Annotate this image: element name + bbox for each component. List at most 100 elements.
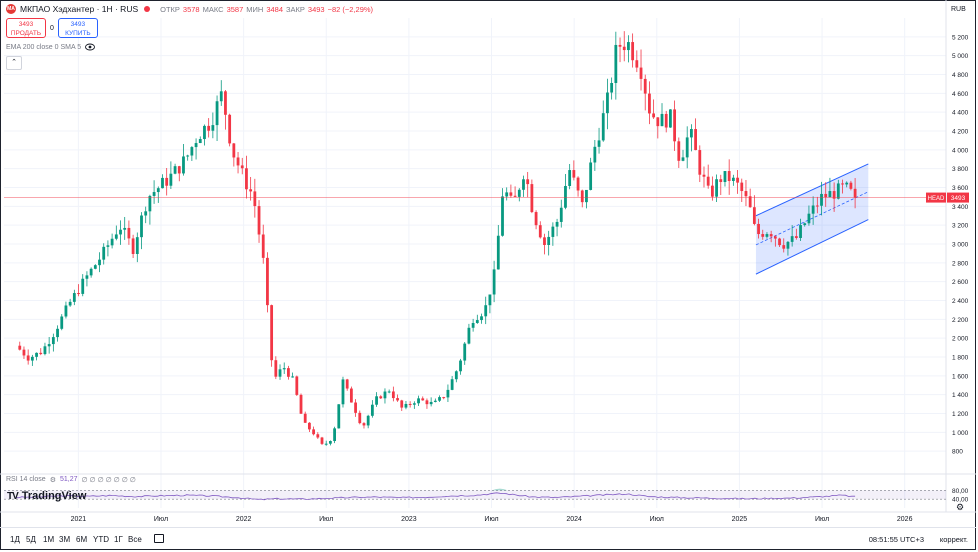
candle-body [274, 360, 278, 377]
timeframe-5d[interactable]: 5Д [26, 535, 36, 544]
candle-body [240, 165, 244, 169]
currency-label[interactable]: RUB [951, 6, 966, 13]
x-tick-label: 2023 [401, 516, 417, 523]
candle-body [190, 147, 194, 156]
candle-body [547, 236, 551, 245]
candle-body [186, 155, 190, 157]
candle-body [203, 125, 206, 140]
clock-readout[interactable]: 08:51:55 UTC+3 [868, 535, 924, 544]
rsi-settings-icon[interactable]: ⚙ [49, 477, 56, 484]
candle-body [723, 171, 727, 183]
spread-value: 0 [50, 24, 54, 32]
candle-body [22, 349, 26, 356]
candle-body [509, 192, 513, 196]
candle-body [820, 193, 823, 206]
eye-icon[interactable] [85, 43, 96, 51]
timeframe-1m[interactable]: 1М [43, 535, 55, 544]
timeframe-6m[interactable]: 6М [76, 535, 88, 544]
y-tick-label: 1 200 [952, 411, 969, 418]
sell-label: ПРОДАТЬ [10, 30, 42, 37]
candle-body [245, 168, 248, 190]
candle-body [387, 391, 391, 393]
candle-body [425, 400, 429, 405]
candle-body [643, 78, 647, 94]
candle-body [786, 241, 790, 249]
x-tick-label: Июл [154, 516, 168, 523]
price-badge-label: HEAD [928, 196, 945, 202]
timeframe-1y[interactable]: 1Г [114, 535, 123, 544]
candle-body [853, 188, 857, 198]
bottom-toolbar: 1Д 5Д 1М 3М 6М YTD 1Г Все 08:51:55 UTC+3… [0, 527, 976, 549]
candle-body [656, 117, 660, 127]
timeframe-3m[interactable]: 3М [59, 535, 71, 544]
candle-body [102, 246, 106, 260]
calendar-icon[interactable] [154, 534, 164, 543]
candle-body [194, 143, 198, 148]
candle-body [358, 412, 362, 424]
sell-button[interactable]: 3493 ПРОДАТЬ [6, 18, 46, 38]
timeframe-ytd[interactable]: YTD [93, 535, 109, 544]
buy-label: КУПИТЬ [65, 30, 91, 37]
candle-body [492, 269, 496, 295]
y-tick-label: 1 800 [952, 355, 969, 362]
candle-body [811, 205, 815, 214]
candle-body [601, 113, 605, 141]
candle-body [849, 182, 853, 189]
candle-body [618, 44, 622, 47]
candle-body [119, 229, 122, 235]
y-tick-label: 4 000 [952, 147, 969, 154]
ema-indicator-label[interactable]: EMA 200 close 0 SMA 5 [6, 43, 82, 51]
trade-panel: 3493 ПРОДАТЬ 0 3493 КУПИТЬ [6, 18, 98, 38]
buy-button[interactable]: 3493 КУПИТЬ [57, 18, 98, 38]
candle-body [740, 182, 744, 192]
candle-body [773, 236, 777, 239]
candle-body [446, 389, 450, 398]
adjust-toggle[interactable]: коррект. [939, 535, 968, 544]
ohlc-close-value: 3493 [307, 4, 325, 14]
candle-body [375, 396, 378, 405]
ohlc-change: −82 (−2,29%) [327, 4, 374, 14]
y-tick-label: 4 800 [952, 72, 969, 79]
candle-body [627, 42, 630, 51]
candle-body [349, 388, 353, 403]
symbol-header[interactable]: MA МКПАО Хэдхантер · 1H · RUS ОТКР 3578 М… [6, 4, 373, 14]
tradingview-logo[interactable]: TV TradingView [7, 490, 86, 502]
candle-body [467, 327, 471, 344]
candle-body [270, 305, 274, 361]
candle-body [98, 259, 101, 266]
candle-body [484, 305, 488, 317]
candle-body [736, 177, 739, 183]
candle-body [794, 236, 798, 238]
candle-body [782, 245, 786, 249]
y-tick-label: 3 200 [952, 223, 969, 230]
candle-body [589, 162, 593, 190]
timeframe-all[interactable]: Все [128, 535, 142, 544]
collapse-legend-button[interactable]: ⌃ [6, 56, 22, 70]
tradingview-name: TradingView [21, 490, 87, 502]
candle-body [480, 316, 483, 321]
candle-body [224, 91, 227, 115]
rsi-legend[interactable]: RSI 14 close ⚙ 51,27 ∅ ∅ ∅ ∅ ∅ ∅ ∅ [6, 476, 136, 484]
candle-body [156, 188, 160, 193]
candle-body [765, 234, 769, 237]
rsi-band [4, 490, 946, 500]
candle-body [219, 91, 223, 102]
ohlc-high-value: 3587 [226, 4, 244, 14]
timeframe-1d[interactable]: 1Д [10, 535, 20, 544]
candle-body [606, 92, 609, 114]
ohlc-close-label: ЗАКР [286, 4, 305, 14]
y-tick-label: 5 000 [952, 53, 969, 60]
candle-body [30, 356, 34, 361]
candle-body [161, 177, 164, 189]
candle-body [752, 207, 756, 224]
indicator-legend[interactable]: EMA 200 close 0 SMA 5 [6, 43, 96, 51]
candle-body [710, 185, 714, 197]
candle-body [433, 400, 437, 402]
y-tick-label: 3 400 [952, 204, 969, 211]
symbol-title[interactable]: МКПАО Хэдхантер · 1H · RUS [20, 4, 139, 14]
candle-body [748, 196, 752, 208]
candle-body [127, 227, 131, 239]
settings-gear-icon[interactable]: ⚙ [956, 502, 965, 512]
candle-body [727, 171, 731, 181]
